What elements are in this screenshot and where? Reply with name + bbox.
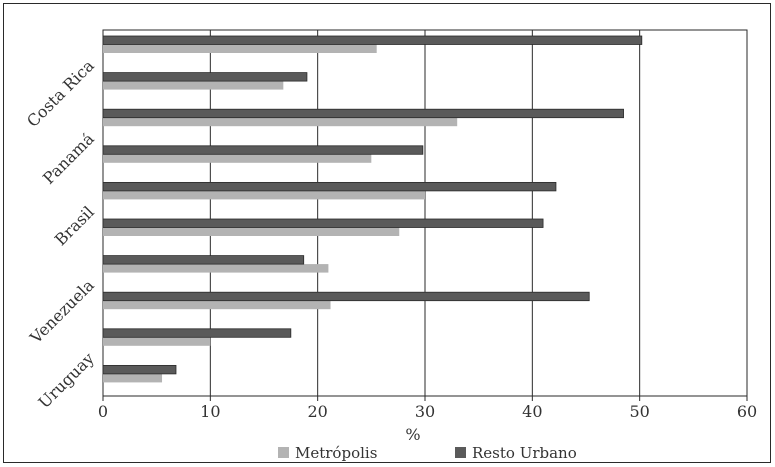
bar-metropolis [103,300,331,310]
category-label: Venezuela [26,275,99,348]
bar-resto-urbano [102,255,305,265]
x-tick-label: 50 [629,402,649,421]
x-tick-label: 20 [307,402,327,421]
x-tick-label: 10 [200,402,220,421]
bar-resto-urbano [102,364,177,375]
bar-metropolis [103,264,329,273]
bar-resto-urbano [102,72,308,82]
category-label: Uruguay [34,349,97,412]
bar-resto-urbano [102,181,557,192]
legend-swatch [278,447,289,458]
bar-resto-urbano [102,35,643,45]
category-label: Costa Rica [23,56,98,131]
x-tick-label: 0 [98,402,108,421]
category-label: Panamá [39,129,98,188]
x-tick-label: 60 [737,402,757,421]
legend-label: Metrópolis [295,444,377,462]
bar-metropolis [103,190,425,200]
bar-metropolis [103,227,400,236]
gridlines [102,30,748,401]
bar-metropolis [103,44,377,53]
legend-label: Resto Urbano [472,444,577,462]
bar-resto-urbano [102,145,424,155]
bar-metropolis [103,81,284,90]
bar-metropolis [103,117,458,127]
x-tick-label: 40 [522,402,542,421]
x-axis-title: % [405,425,420,444]
bar-metropolis [103,373,163,383]
bar-resto-urbano [102,218,544,228]
bar-resto-urbano [102,108,624,119]
bar-metropolis [103,337,211,346]
legend: Metrópolis Resto Urbano [278,444,577,462]
bar-resto-urbano [102,291,590,302]
category-label: Brasil [51,202,98,249]
x-tick-labels: 0 10 20 30 40 50 60 [98,402,757,421]
legend-swatch [455,447,466,458]
bars [102,35,643,383]
bar-metropolis [103,154,372,163]
bar-resto-urbano [102,328,292,338]
x-tick-label: 30 [415,402,435,421]
